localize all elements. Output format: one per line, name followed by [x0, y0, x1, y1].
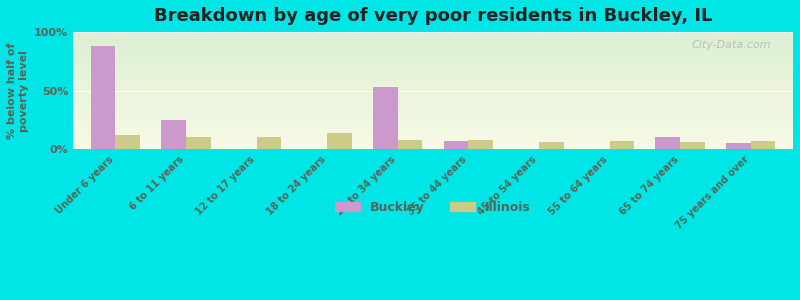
Y-axis label: % below half of
poverty level: % below half of poverty level — [7, 42, 29, 139]
Bar — [327, 133, 352, 149]
Bar — [444, 141, 468, 149]
Bar — [257, 137, 282, 149]
Text: City-Data.com: City-Data.com — [692, 40, 771, 50]
Bar — [750, 141, 775, 149]
Bar — [115, 135, 140, 149]
Bar — [90, 46, 115, 149]
Bar — [162, 120, 186, 149]
Legend: Buckley, Illinois: Buckley, Illinois — [330, 196, 536, 219]
Bar — [186, 137, 210, 149]
Bar — [539, 142, 564, 149]
Bar — [373, 87, 398, 149]
Bar — [655, 137, 680, 149]
Bar — [398, 140, 422, 149]
Bar — [468, 140, 493, 149]
Bar — [680, 142, 705, 149]
Bar — [610, 141, 634, 149]
Bar — [726, 143, 750, 149]
Title: Breakdown by age of very poor residents in Buckley, IL: Breakdown by age of very poor residents … — [154, 7, 712, 25]
